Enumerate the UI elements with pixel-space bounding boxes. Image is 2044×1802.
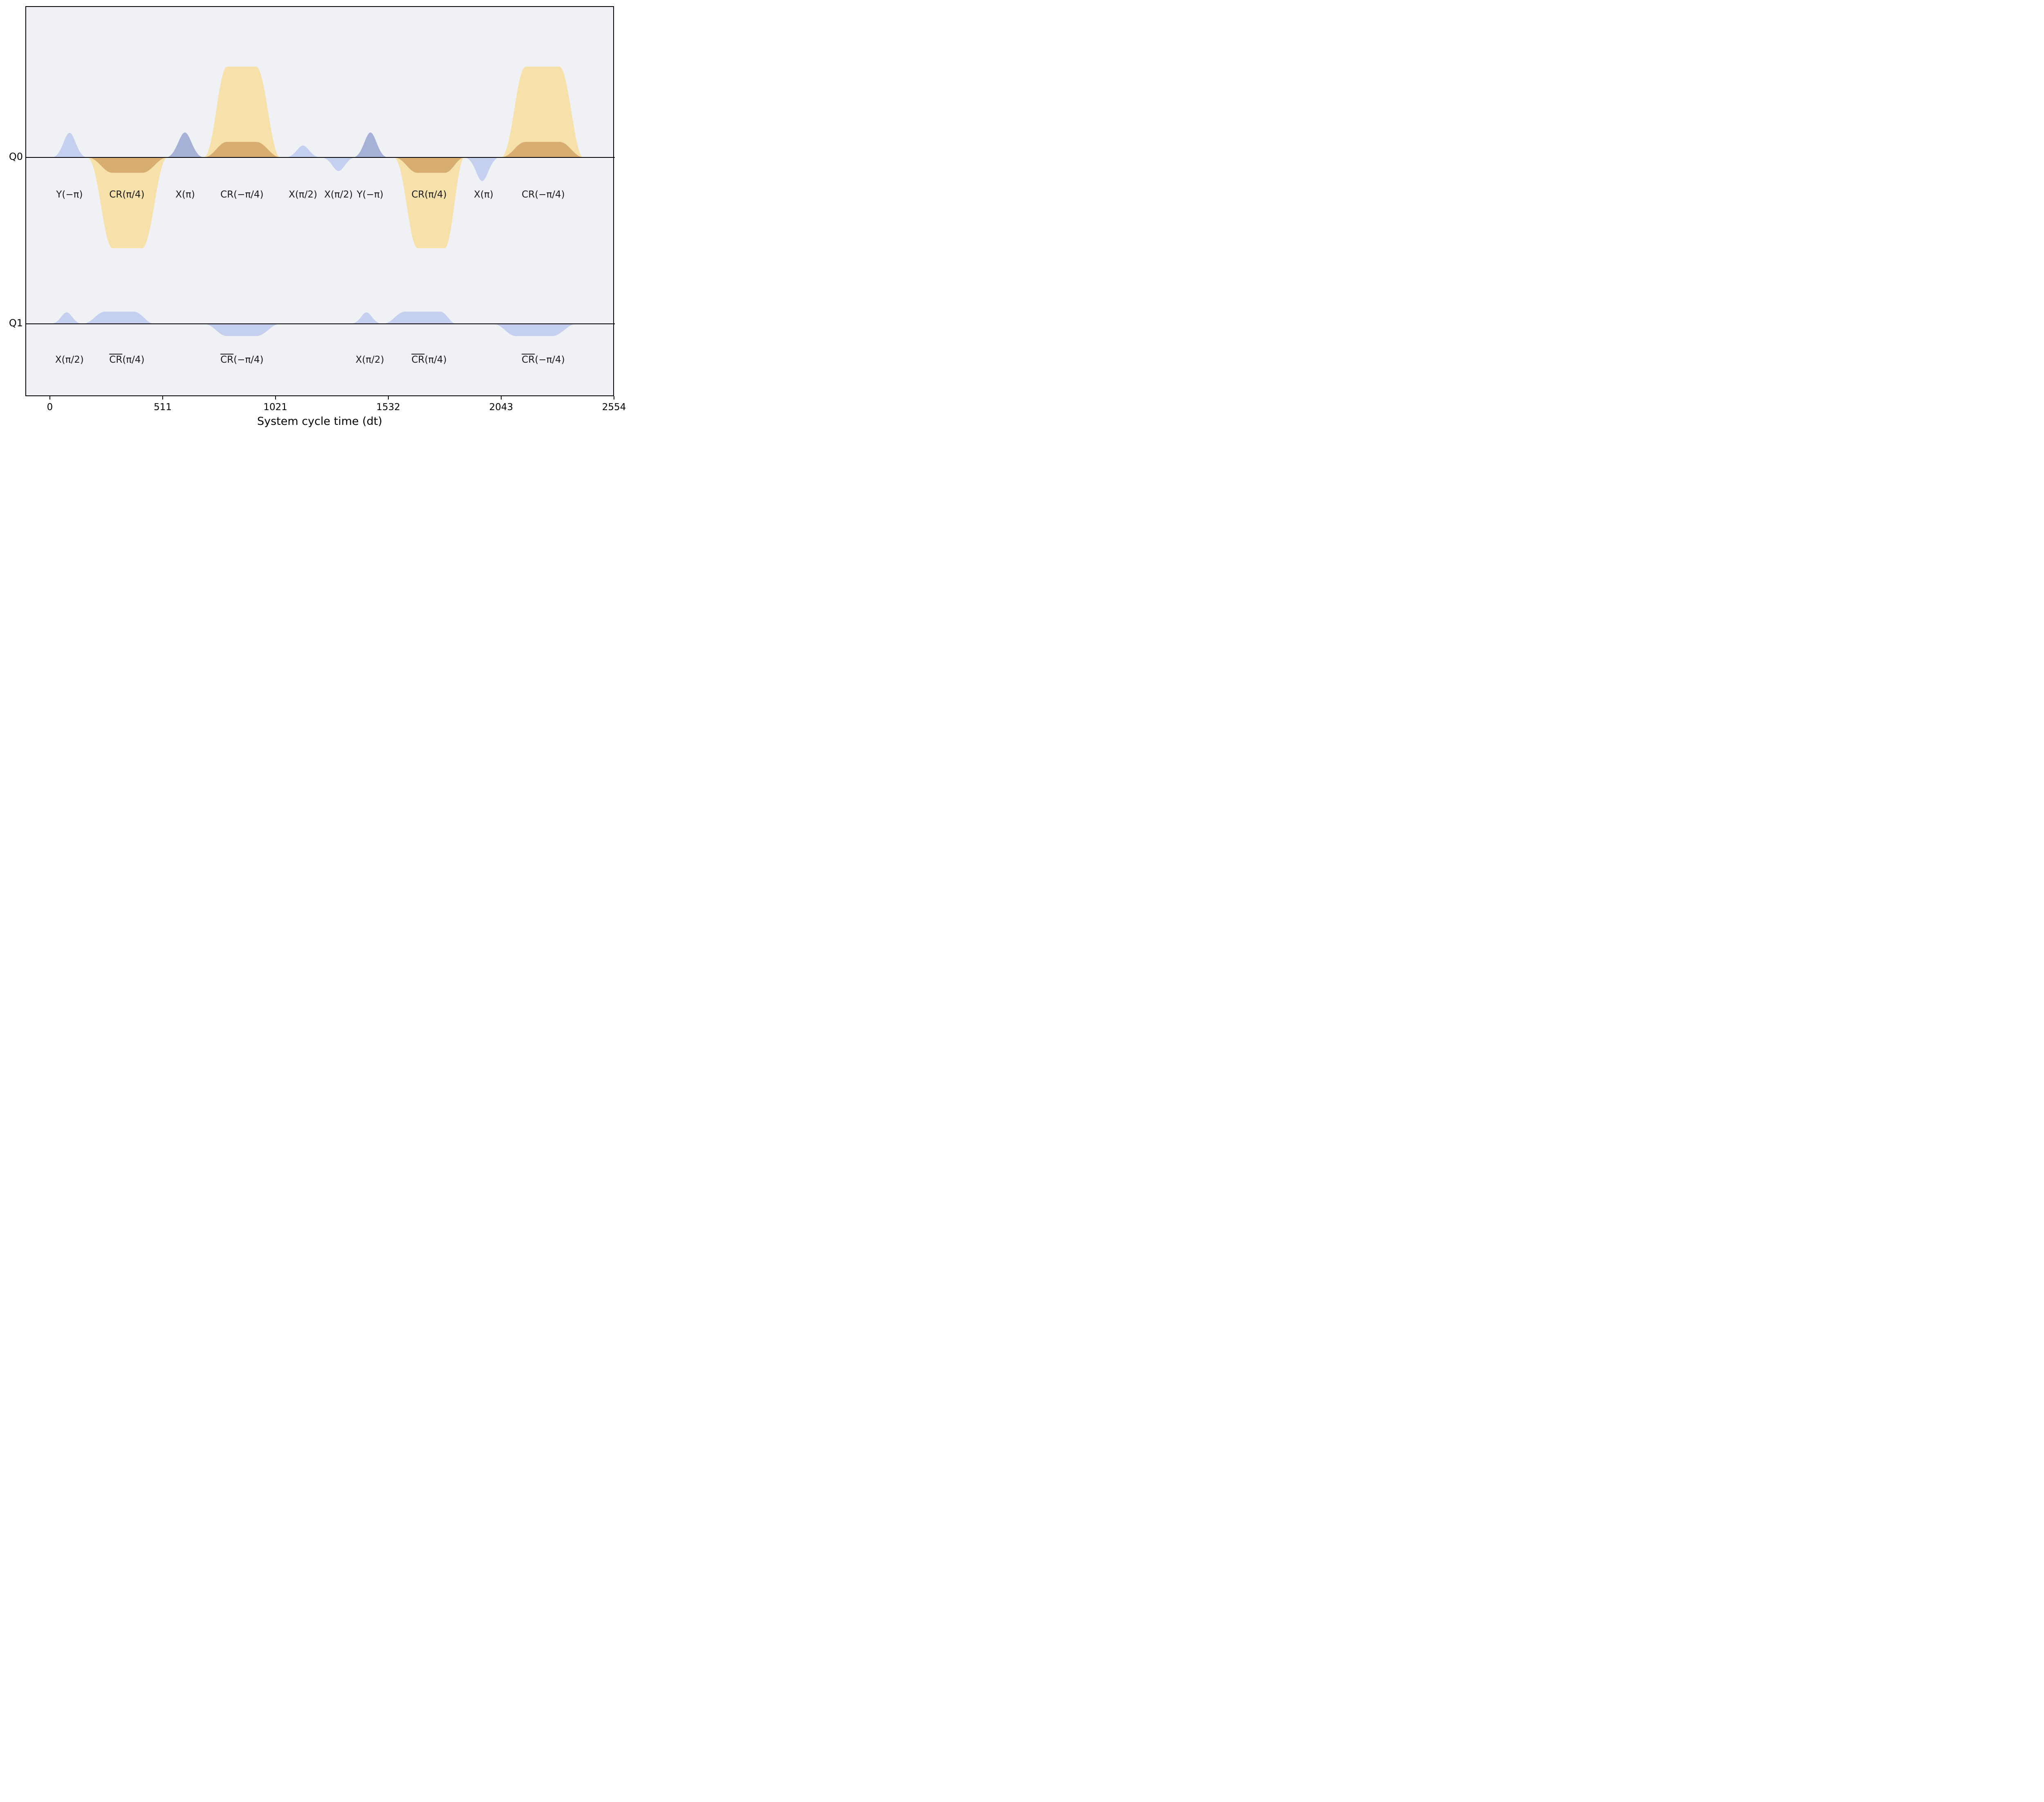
x-tick — [49, 396, 50, 399]
pulse-overlap-shape — [394, 157, 465, 173]
gate-label: CR(−π/4) — [522, 189, 565, 200]
channel-label: Q1 — [9, 317, 23, 329]
x-tick-label: 511 — [154, 402, 172, 413]
gate-label: CR(−π/4) — [522, 355, 565, 365]
pulse-shape-gaussian-square — [500, 67, 583, 157]
gate-label: Y(−π) — [356, 189, 383, 200]
x-tick-label: 1021 — [263, 402, 287, 413]
pulse-shape-gaussian — [52, 133, 87, 157]
gate-label: X(π/2) — [55, 355, 84, 365]
gate-label: X(π) — [175, 189, 195, 200]
gate-label: CR(π/4) — [109, 189, 145, 200]
gate-label: CR(π/4) — [109, 355, 145, 365]
pulse-schedule-figure: Y(−π) CR(π/4) X(π) CR(−π/4) X(π/2) X(π/2) Y(−π… — [0, 0, 633, 429]
plot-area: Y(−π) CR(π/4) X(π) CR(−π/4) X(π/2) X(π/2) Y(−π… — [25, 6, 615, 396]
pulse-shape-gaussian-square — [87, 157, 167, 248]
pulse-shape-gaussian-square — [394, 157, 465, 248]
gate-label: X(π/2) — [289, 189, 317, 200]
pulse-overlap-shape — [500, 142, 583, 157]
gate-label: Y(−π) — [56, 189, 83, 200]
gate-label: X(π/2) — [324, 189, 353, 200]
pulse-shape-gaussian — [464, 157, 500, 181]
pulse-shape-gaussian-square — [382, 312, 457, 324]
x-axis-label: System cycle time (dt) — [257, 415, 383, 428]
gate-label: X(π) — [474, 189, 493, 200]
x-tick — [162, 396, 164, 399]
channel-baseline — [26, 157, 615, 158]
pulse-shape-gaussian — [351, 312, 383, 324]
channel-baseline — [26, 323, 615, 324]
pulse-shape-gaussian — [165, 132, 204, 157]
x-tick-label: 2554 — [602, 402, 626, 413]
x-tick-label: 1532 — [376, 402, 401, 413]
x-tick — [388, 396, 389, 399]
pulse-overlap-shape — [204, 142, 280, 157]
x-tick-label: 0 — [47, 402, 53, 413]
gate-label: CR(−π/4) — [220, 355, 264, 365]
x-tick-label: 2043 — [489, 402, 513, 413]
pulse-shape-gaussian — [353, 132, 388, 157]
pulse-shape-gaussian-square — [204, 67, 280, 157]
pulse-shape-gaussian — [320, 157, 356, 171]
gate-label: CR(π/4) — [411, 189, 447, 200]
pulse-overlap-shape — [87, 157, 167, 173]
pulse-shape-gaussian — [285, 146, 321, 157]
gate-label: X(π/2) — [355, 355, 384, 365]
gate-label: CR(−π/4) — [220, 189, 264, 200]
gate-label: CR(π/4) — [411, 355, 447, 365]
pulse-shape-gaussian-square — [81, 312, 155, 324]
pulse-shape-gaussian-square — [492, 324, 577, 336]
x-tick — [275, 396, 276, 399]
x-tick — [500, 396, 502, 399]
pulse-shape-gaussian — [50, 312, 83, 324]
pulse-shape-gaussian-square — [203, 324, 280, 336]
channel-label: Q0 — [9, 151, 23, 162]
